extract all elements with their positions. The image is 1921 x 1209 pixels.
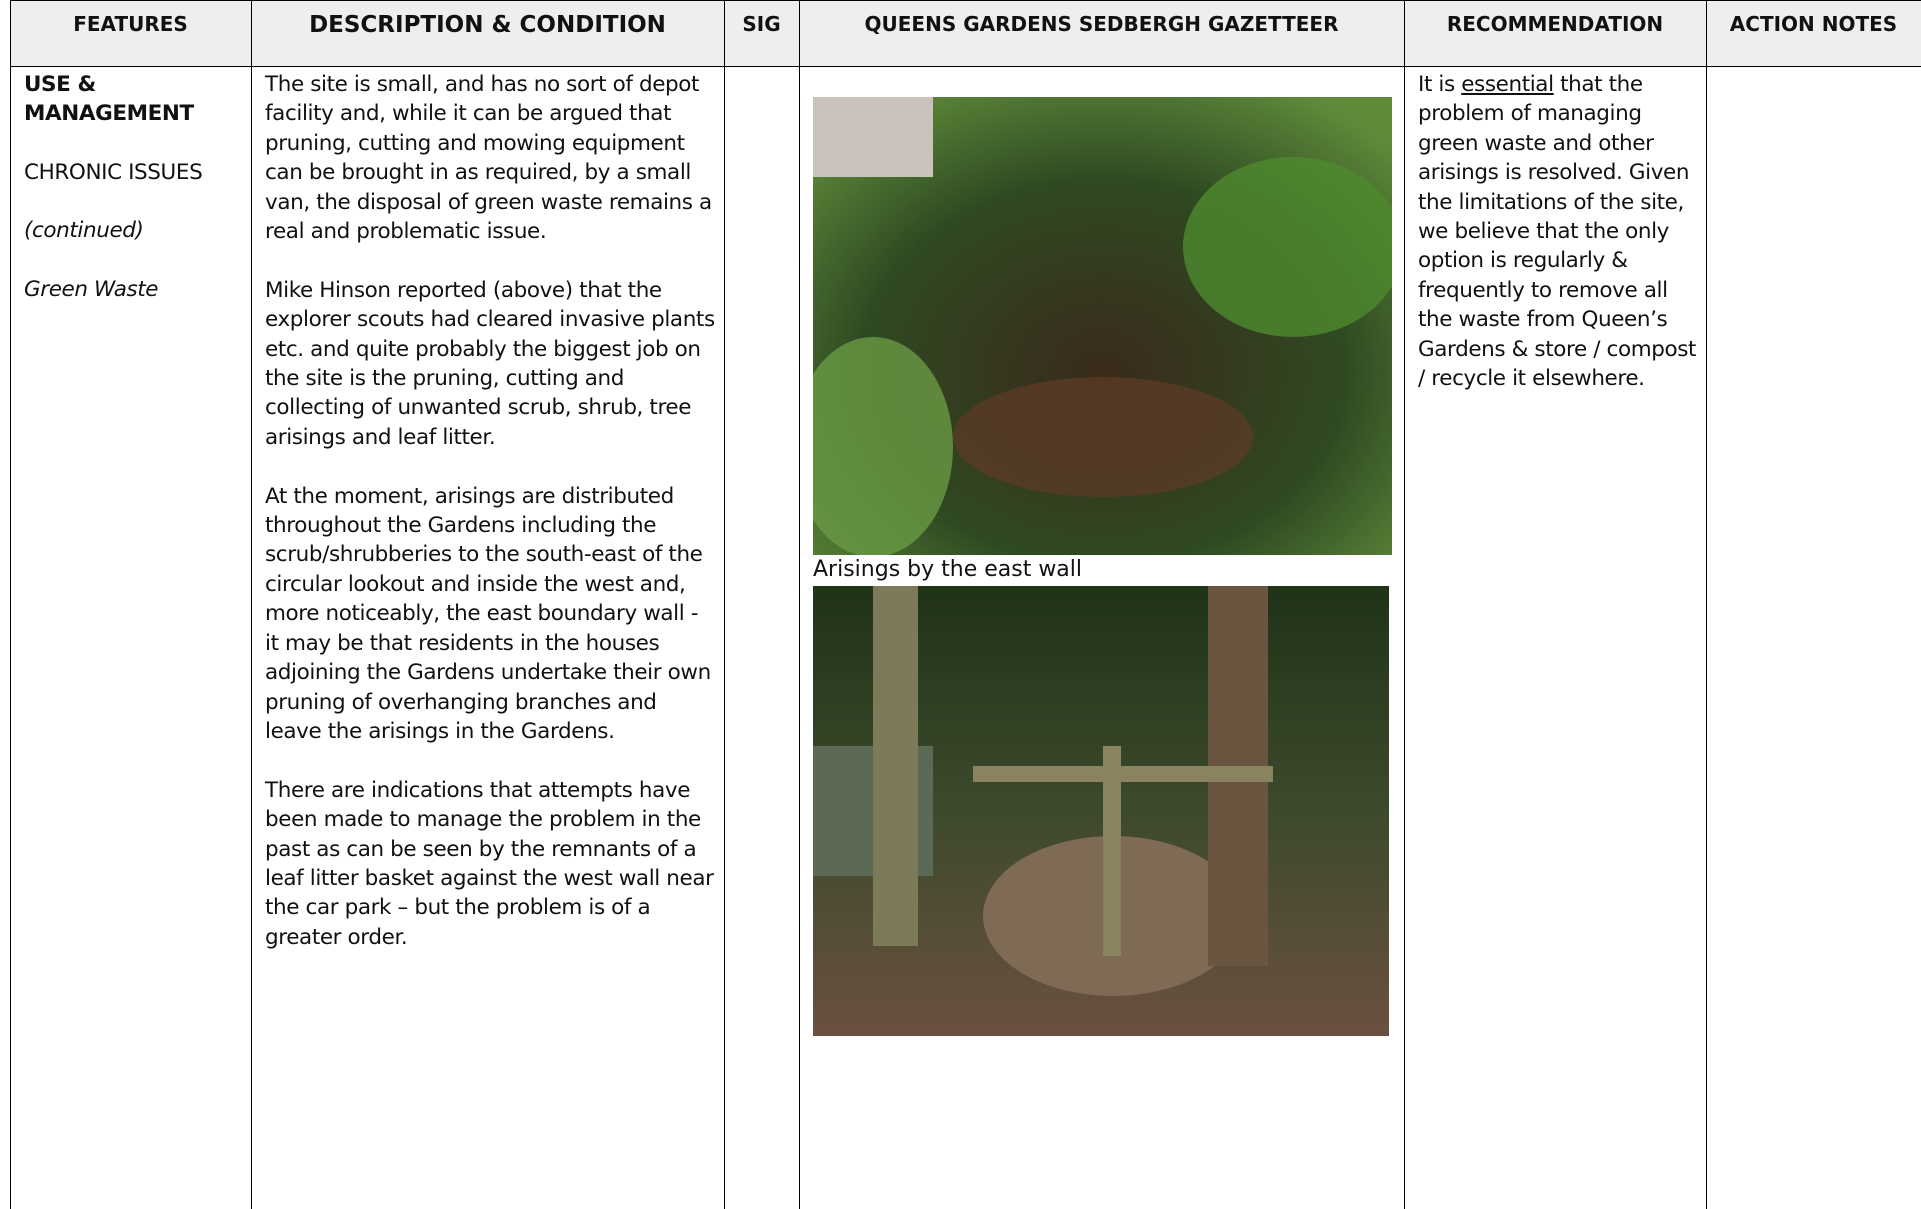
column-header: SIG xyxy=(724,0,799,66)
paragraph: Mike Hinson reported (above) that the ex… xyxy=(265,277,715,450)
paragraph: There are indications that attempts have… xyxy=(265,777,714,950)
photo xyxy=(813,97,1392,555)
column-header: FEATURES xyxy=(10,0,251,66)
paragraph: The site is small, and has no sort of de… xyxy=(265,72,712,245)
rule xyxy=(251,0,252,1209)
recommendation-cell: It is essential that the problem of mana… xyxy=(1418,70,1702,393)
rule xyxy=(10,0,1921,1)
photo xyxy=(813,586,1389,1036)
rule xyxy=(1706,0,1707,1209)
rule xyxy=(724,0,725,1209)
column-header: ACTION NOTES xyxy=(1706,0,1921,66)
column-header: QUEENS GARDENS SEDBERGH GAZETTEER xyxy=(799,0,1404,66)
description-cell: The site is small, and has no sort of de… xyxy=(265,70,715,982)
text: that the problem of managing green waste… xyxy=(1418,72,1697,392)
feature-topic: Green Waste xyxy=(24,276,159,302)
column-header: DESCRIPTION & CONDITION xyxy=(251,0,724,66)
rule xyxy=(1404,0,1405,1209)
feature-subheading: CHRONIC ISSUES xyxy=(24,159,203,185)
column-header: RECOMMENDATION xyxy=(1404,0,1706,66)
photo-caption: Arisings by the east wall xyxy=(813,557,1083,582)
feature-note: (continued) xyxy=(24,218,144,244)
paragraph: At the moment, arisings are distributed … xyxy=(265,483,711,744)
feature-heading: USE & MANAGEMENT xyxy=(24,72,194,127)
rule xyxy=(799,0,800,1209)
rule xyxy=(10,0,11,1209)
rule xyxy=(10,66,1921,67)
emphasis: essential xyxy=(1461,72,1554,97)
features-cell: USE & MANAGEMENT CHRONIC ISSUES (continu… xyxy=(24,70,244,304)
text: It is xyxy=(1418,72,1462,97)
